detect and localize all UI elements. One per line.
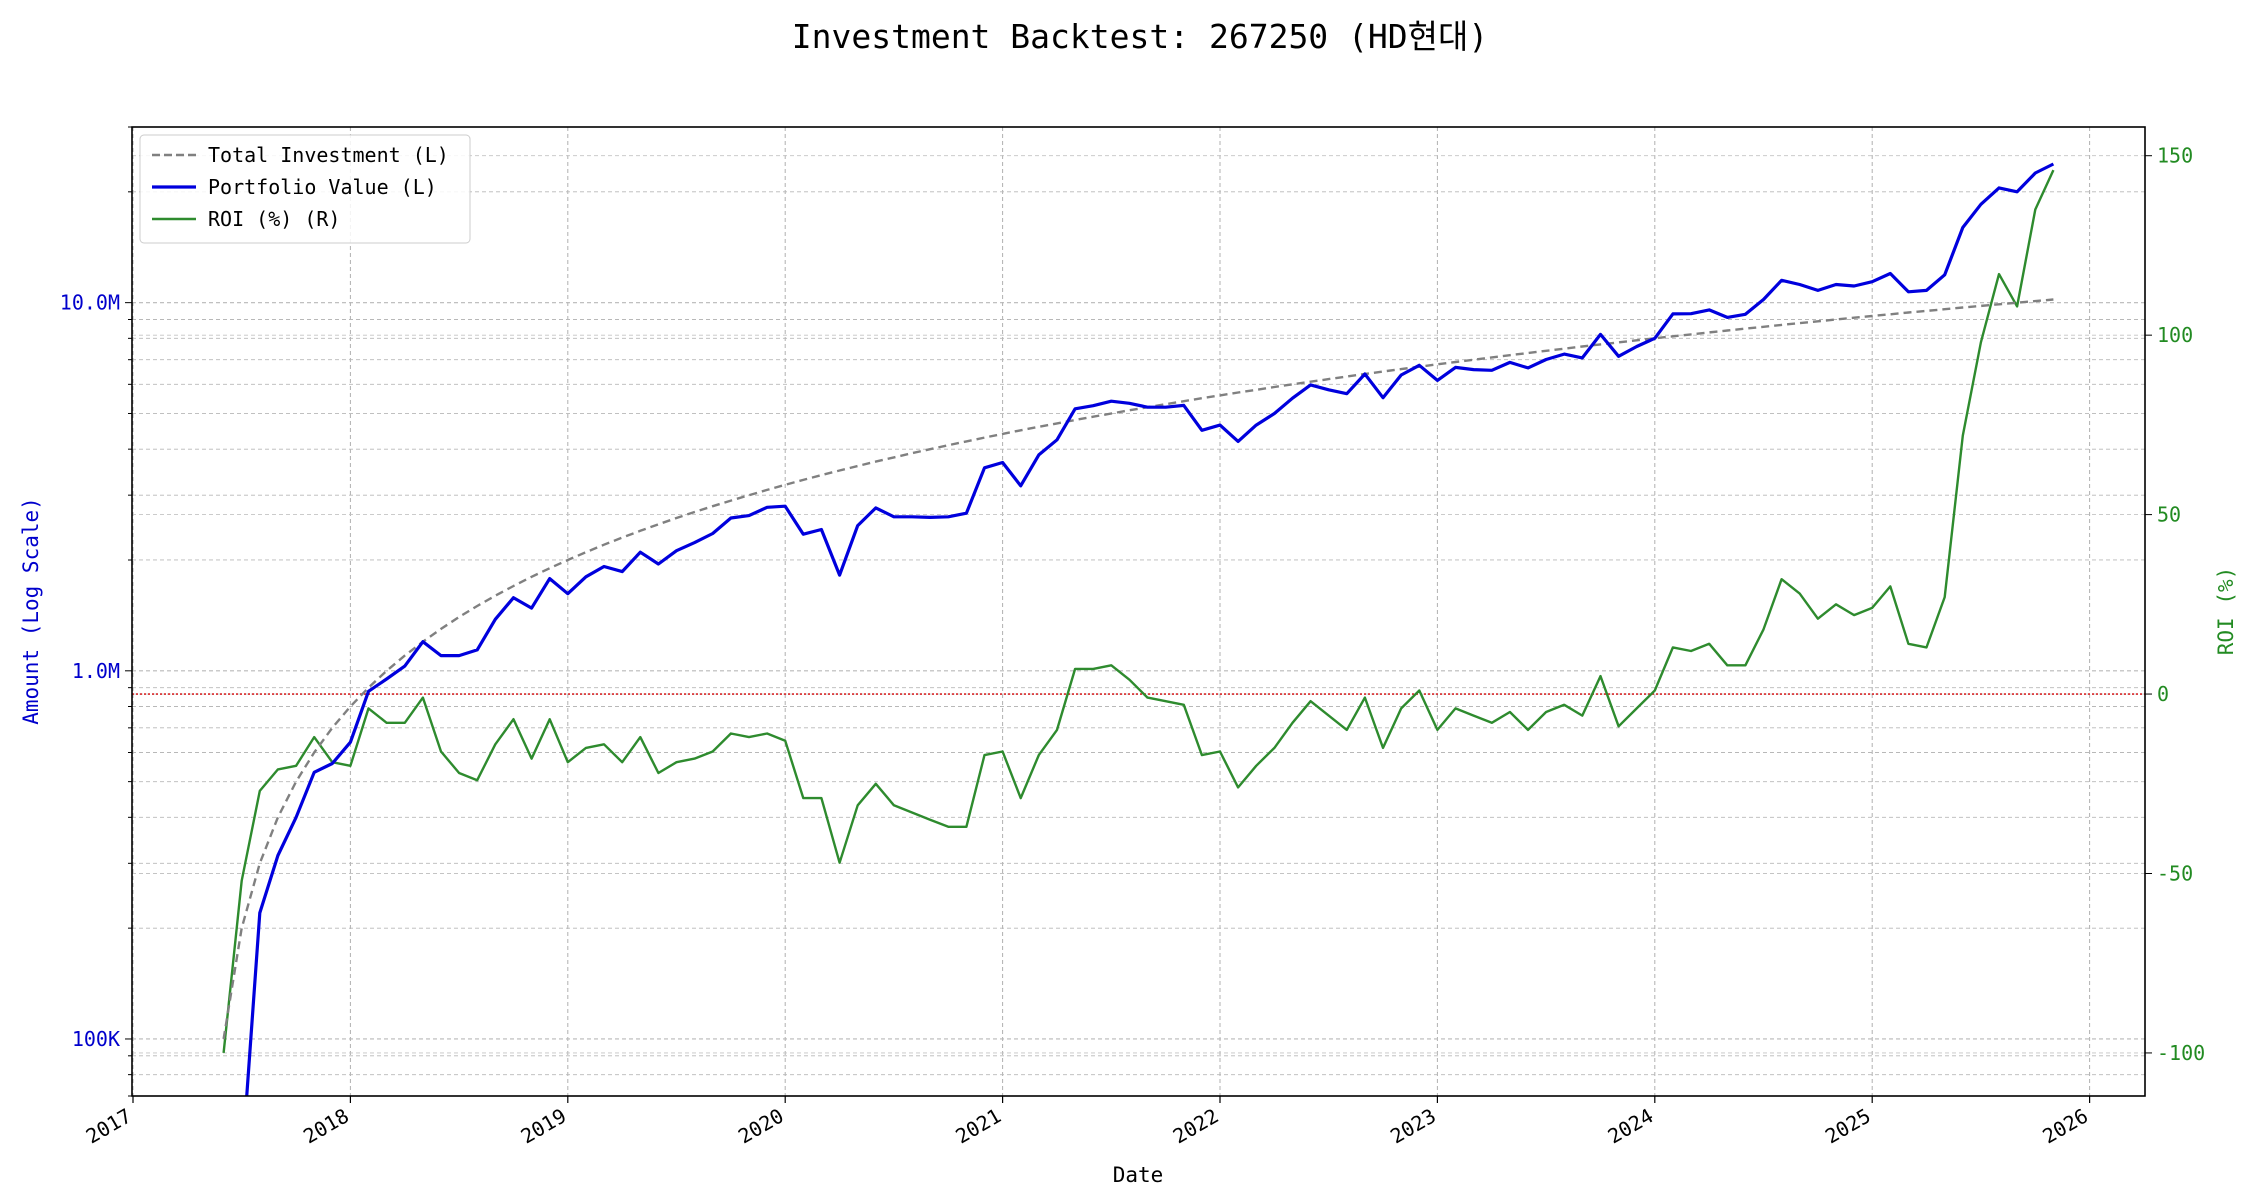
x-tick-label: 2017 — [82, 1104, 136, 1149]
y-right-tick-label: 50 — [2157, 503, 2181, 527]
legend-label-portfolio-value: Portfolio Value (L) — [208, 175, 437, 199]
plot-area-frame — [131, 126, 2146, 1097]
y-right-tick-label: -50 — [2157, 861, 2193, 885]
series-layer — [222, 162, 2055, 1096]
y-right-tick-label: 0 — [2157, 682, 2169, 706]
y-axis-right-label: ROI (%) — [2214, 567, 2238, 656]
y-axis-right: -100 -50 0 50 100 150 — [2145, 144, 2205, 1065]
legend-box — [139, 134, 471, 244]
x-tick-label: 2025 — [1821, 1104, 1875, 1149]
legend-label-total-investment: Total Investment (L) — [208, 143, 449, 167]
y-right-tick-label: 100 — [2157, 323, 2193, 347]
portfolio-value-line — [245, 162, 2055, 1096]
x-tick-label: 2022 — [1169, 1104, 1223, 1149]
legend-label-roi: ROI (%) (R) — [208, 207, 340, 231]
y-left-tick-label: 1.0M — [72, 659, 120, 683]
x-axis-label: Date — [1113, 1163, 1164, 1187]
x-tick-label: 2026 — [2038, 1104, 2092, 1149]
grid-lines — [132, 126, 2145, 1097]
x-tick-label: 2019 — [517, 1104, 571, 1149]
x-tick-label: 2021 — [951, 1104, 1005, 1149]
y-right-tick-label: 150 — [2157, 144, 2193, 168]
y-axis-left: 100K 1.0M 10.0M — [60, 126, 132, 1097]
x-tick-label: 2018 — [299, 1104, 353, 1149]
roi-line — [222, 169, 2055, 1054]
y-left-tick-label: 100K — [72, 1027, 120, 1051]
chart-title: Investment Backtest: 267250 (HD현대) — [792, 17, 1489, 56]
y-right-tick-label: -100 — [2157, 1041, 2205, 1065]
x-tick-label: 2023 — [1386, 1104, 1440, 1149]
x-tick-label: 2024 — [1604, 1104, 1658, 1149]
y-left-tick-label: 10.0M — [60, 291, 120, 315]
total-investment-line — [222, 298, 2054, 1040]
x-axis: 2017 2018 2019 2020 2021 2022 2023 2024 2025 2026 — [82, 1096, 2092, 1148]
y-axis-left-label: Amount (Log Scale) — [19, 497, 43, 725]
legend: Total Investment (L) Portfolio Value (L)… — [139, 134, 471, 244]
x-tick-label: 2020 — [734, 1104, 788, 1149]
